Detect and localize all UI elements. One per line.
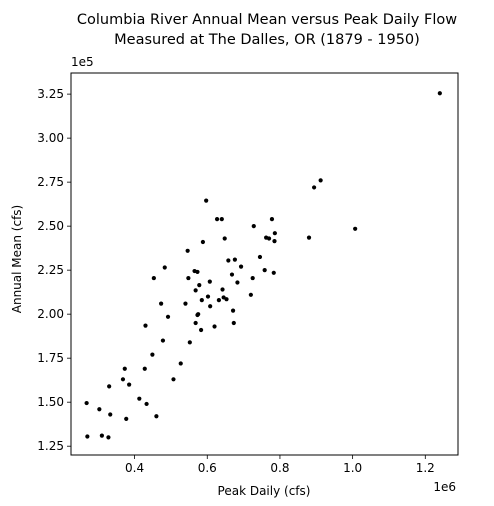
data-point [144,401,149,407]
data-point [165,314,171,319]
data-point [85,434,90,439]
data-point [120,377,126,382]
data-point [199,297,204,303]
data-point [197,283,202,288]
data-point [162,265,167,270]
plot-marks: 0.4 0.6 0.8 1.0 1.2 1.25 1.50 1.75 2.00 2.25 2.50 2… [37,87,442,475]
data-point [250,275,255,281]
y-tick-label: 1.50 [37,395,64,409]
data-point [99,433,104,438]
data-point [183,301,188,306]
x-tick-label: 0.8 [270,461,289,475]
data-point [208,304,213,309]
y-axis-label: Annual Mean (cfs) [10,205,24,313]
data-point [272,231,277,236]
data-point [154,414,159,419]
data-point [186,275,191,281]
data-point [306,235,312,240]
data-point [84,400,89,406]
data-point [185,248,190,253]
data-point [159,301,164,306]
y-offset-label: 1e5 [71,55,94,69]
x-tick-label: 1.0 [343,461,362,475]
data-point [198,327,204,333]
data-point [216,297,221,303]
data-point [312,185,317,190]
data-point [187,340,192,345]
data-point [230,308,236,313]
data-point [106,435,111,440]
data-point [204,198,209,203]
data-point [212,324,217,329]
data-point [222,236,227,241]
chart-title-line1: Columbia River Annual Mean versus Peak D… [77,12,457,28]
y-tick-label: 1.75 [37,351,64,365]
data-point [238,264,244,269]
data-point [150,352,155,357]
data-point [248,292,253,297]
data-point [318,178,323,183]
data-point [124,416,129,422]
data-point [200,239,206,245]
x-tick-label: 1.2 [416,461,435,475]
data-point [229,272,235,277]
data-point [257,254,263,260]
x-tick-label: 0.6 [198,461,217,475]
data-point [171,377,176,382]
data-point [235,280,240,285]
data-point [219,217,224,222]
data-point [269,217,275,222]
data-point [107,384,112,389]
data-point [251,224,256,229]
data-point [231,320,236,326]
y-tick-label: 1.25 [37,439,64,453]
data-point [122,366,127,371]
x-tick-label: 0.4 [125,461,144,475]
y-tick-label: 2.75 [37,175,64,189]
data-point [220,287,225,292]
data-point [97,407,102,412]
data-point [143,323,148,328]
x-axis-label: Peak Daily (cfs) [218,484,311,498]
data-point [232,257,237,262]
data-point [160,338,166,343]
data-point [266,236,272,241]
plot-area-frame [70,72,459,456]
x-offset-label: 1e6 [433,480,456,494]
data-point [108,412,113,417]
data-point [272,239,277,244]
y-tick-label: 2.25 [37,263,64,277]
data-point [195,269,200,275]
data-point [142,366,147,371]
data-point [271,270,276,275]
data-point [353,226,358,231]
data-point [205,294,211,299]
data-point [151,275,156,281]
data-point [214,217,220,222]
data-point [437,91,442,96]
data-point [127,382,132,387]
data-point [224,297,229,302]
data-point [137,396,142,401]
y-tick-label: 2.50 [37,219,64,233]
data-point [196,312,201,317]
y-tick-label: 3.00 [37,131,64,145]
data-point [193,288,198,293]
data-point [178,361,183,366]
y-tick-label: 2.00 [37,307,64,321]
data-point [262,268,267,273]
data-point [226,258,231,263]
data-point [207,279,212,284]
y-tick-label: 3.25 [37,87,64,101]
data-point [193,320,198,326]
chart-title-line2: Measured at The Dalles, OR (1879 - 1950) [114,32,420,48]
